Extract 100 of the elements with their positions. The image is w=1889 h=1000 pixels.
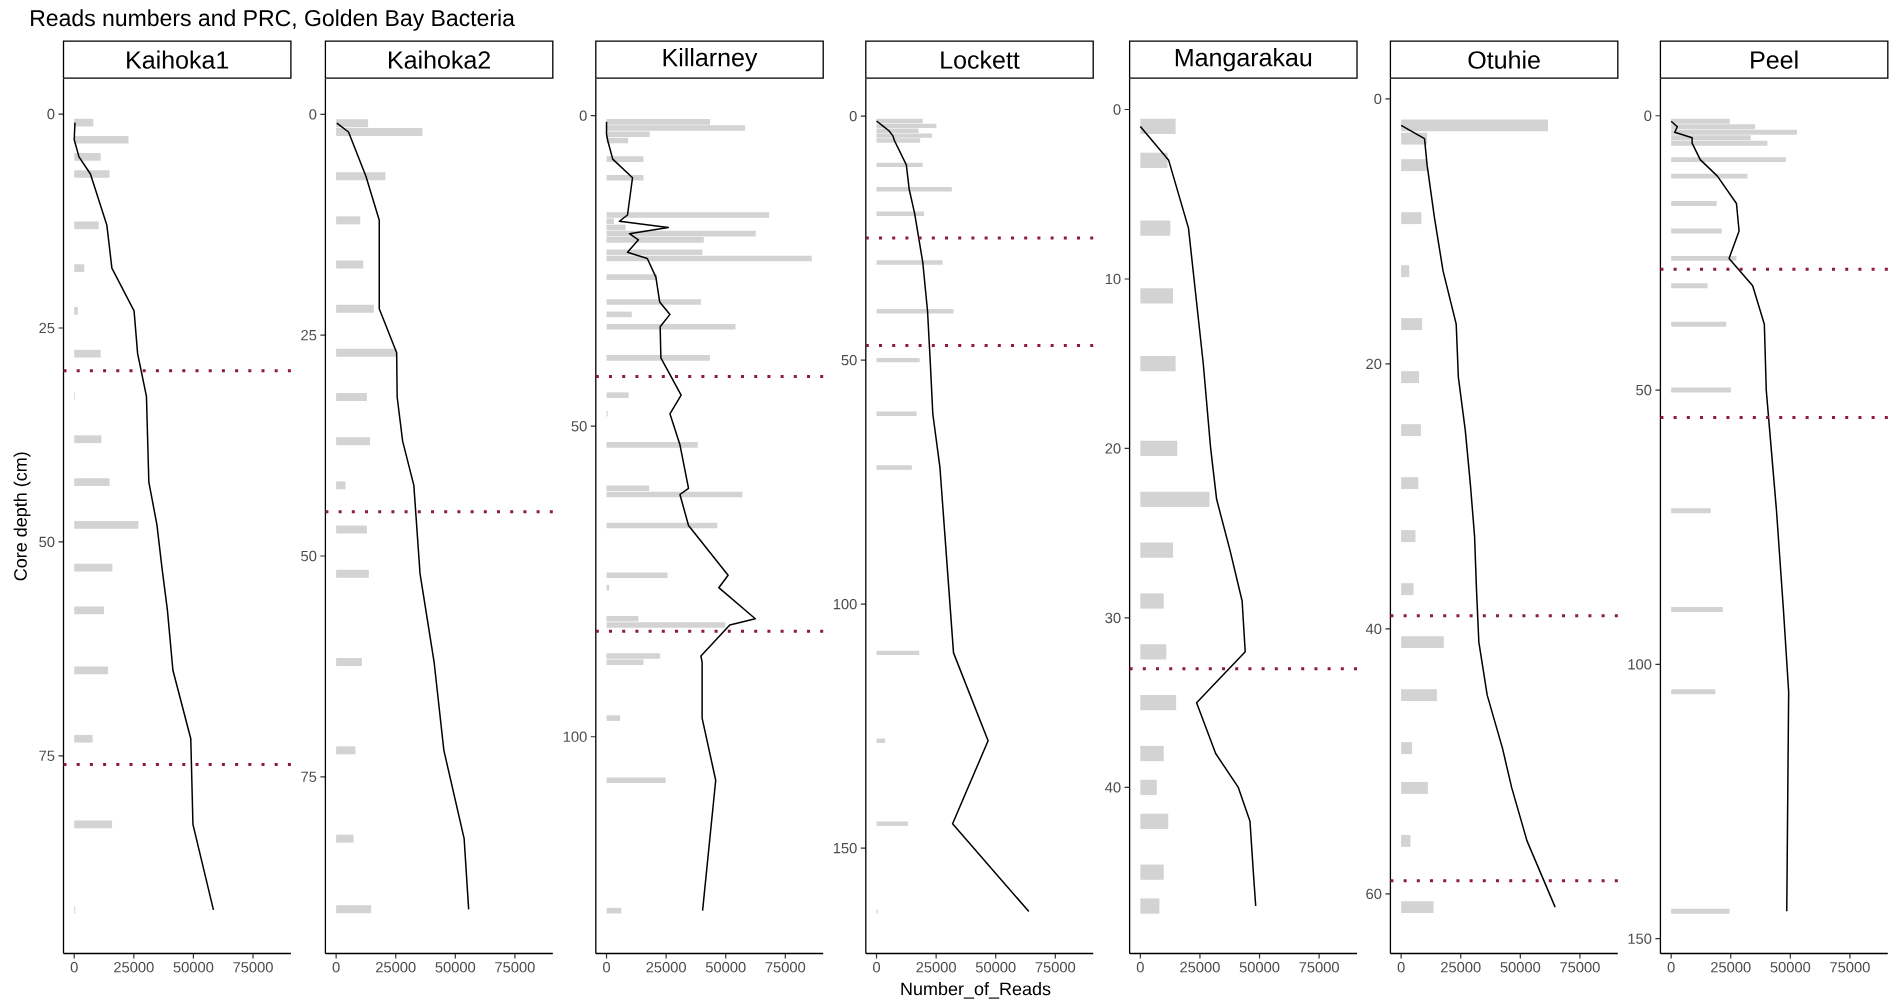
bar bbox=[1401, 159, 1428, 172]
bar bbox=[74, 221, 99, 230]
x-tick-label: 50000 bbox=[1239, 962, 1280, 973]
bar bbox=[606, 174, 644, 181]
y-tick-label: 150 bbox=[1628, 933, 1652, 944]
x-tick-label: 75000 bbox=[765, 962, 806, 973]
y-tick-label: 0 bbox=[849, 110, 857, 122]
bar bbox=[1671, 201, 1717, 207]
bar bbox=[1401, 424, 1421, 437]
bar bbox=[1140, 898, 1160, 914]
y-tick-label: 20 bbox=[1366, 358, 1382, 370]
bar bbox=[876, 411, 917, 416]
bar bbox=[1671, 173, 1748, 179]
bar bbox=[1671, 508, 1711, 514]
bar bbox=[1401, 212, 1422, 225]
bar bbox=[74, 349, 101, 358]
x-tick-label: 75000 bbox=[1830, 962, 1870, 973]
bar bbox=[1671, 321, 1727, 327]
y-tick-label: 50 bbox=[1636, 384, 1652, 396]
x-tick-label: 75000 bbox=[495, 962, 535, 973]
bar bbox=[74, 170, 110, 178]
x-tick-label: 50000 bbox=[705, 962, 746, 973]
y-tick-label: 75 bbox=[301, 771, 317, 782]
bar bbox=[1401, 901, 1434, 914]
bar bbox=[336, 393, 367, 401]
bar bbox=[606, 442, 698, 448]
bar bbox=[1401, 318, 1423, 331]
y-tick-label: 100 bbox=[833, 598, 857, 610]
bar bbox=[74, 435, 102, 444]
x-tick-label: 25000 bbox=[646, 962, 686, 973]
chart-title: Peel bbox=[1751, 50, 1798, 69]
y-tick-label: 150 bbox=[833, 842, 857, 854]
bar bbox=[606, 299, 701, 305]
bar bbox=[336, 172, 386, 181]
bar bbox=[336, 216, 361, 225]
bar bbox=[1140, 491, 1210, 507]
y-tick-label: 60 bbox=[1366, 888, 1382, 900]
bar bbox=[1401, 583, 1414, 596]
x-tick-label: 50000 bbox=[1770, 962, 1811, 973]
bar bbox=[74, 734, 93, 743]
bar bbox=[1401, 530, 1416, 543]
bar bbox=[74, 520, 139, 529]
y-tick-label: 10 bbox=[1105, 273, 1121, 285]
bar bbox=[1671, 255, 1737, 261]
bar bbox=[336, 569, 369, 578]
x-tick-label: 25000 bbox=[376, 962, 416, 973]
x-tick-label: 0 bbox=[1136, 962, 1144, 973]
bar bbox=[876, 650, 920, 656]
bar bbox=[876, 309, 954, 314]
bar bbox=[1140, 220, 1171, 236]
y-tick-label: 75 bbox=[39, 750, 55, 761]
x-tick-label: 50000 bbox=[173, 962, 214, 973]
y-tick-label: 100 bbox=[563, 731, 587, 742]
x-tick-label: 50000 bbox=[435, 962, 476, 973]
bar bbox=[1401, 265, 1410, 278]
bar bbox=[876, 211, 924, 216]
y-tick-label: 30 bbox=[1105, 612, 1121, 624]
bar bbox=[876, 821, 908, 826]
x-tick-label: 50000 bbox=[1500, 962, 1541, 973]
bar bbox=[1140, 745, 1164, 762]
x-tick-label: 0 bbox=[332, 962, 340, 973]
x-tick-label: 25000 bbox=[1441, 962, 1481, 973]
y-tick-label: 20 bbox=[1105, 443, 1121, 454]
bar bbox=[1671, 908, 1730, 914]
bar bbox=[1140, 779, 1157, 796]
x-tick-label: 0 bbox=[1397, 962, 1405, 973]
text: Reads numbers and PRC, Golden Bay Bacteria bbox=[31, 9, 515, 31]
bar bbox=[74, 606, 105, 615]
y-tick-label: 40 bbox=[1105, 782, 1121, 793]
bar bbox=[1140, 118, 1176, 135]
y-tick-label: 40 bbox=[1365, 623, 1382, 635]
bar bbox=[1401, 119, 1548, 132]
x-tick-label: 0 bbox=[70, 962, 78, 973]
x-tick-label: 75000 bbox=[1560, 962, 1600, 973]
y-tick-label: 0 bbox=[579, 110, 587, 121]
bar bbox=[1140, 695, 1177, 711]
bar bbox=[606, 355, 710, 361]
bar bbox=[1140, 813, 1169, 829]
y-tick-label: 50 bbox=[301, 550, 317, 562]
bar bbox=[336, 348, 397, 357]
bar bbox=[1401, 689, 1437, 702]
bar bbox=[1671, 607, 1723, 612]
bar bbox=[606, 392, 629, 398]
bar bbox=[336, 658, 362, 666]
x-tick-label: 50000 bbox=[975, 962, 1016, 973]
bar bbox=[1401, 742, 1413, 755]
chart-title: Kaihoka1 bbox=[127, 50, 229, 69]
bar bbox=[1401, 477, 1419, 490]
bar bbox=[74, 563, 113, 572]
bar bbox=[336, 834, 354, 843]
chart-title: Kaihoka2 bbox=[389, 50, 490, 69]
bar bbox=[1140, 440, 1178, 457]
x-tick-label: 0 bbox=[873, 962, 881, 973]
bar bbox=[336, 304, 374, 313]
y-tick-label: 0 bbox=[1374, 93, 1382, 105]
bar bbox=[876, 260, 943, 265]
chart-title: Mangarakau bbox=[1175, 48, 1312, 72]
bar bbox=[876, 357, 920, 363]
x-tick-label: 75000 bbox=[1035, 962, 1076, 973]
chart-title: Killarney bbox=[663, 48, 758, 72]
